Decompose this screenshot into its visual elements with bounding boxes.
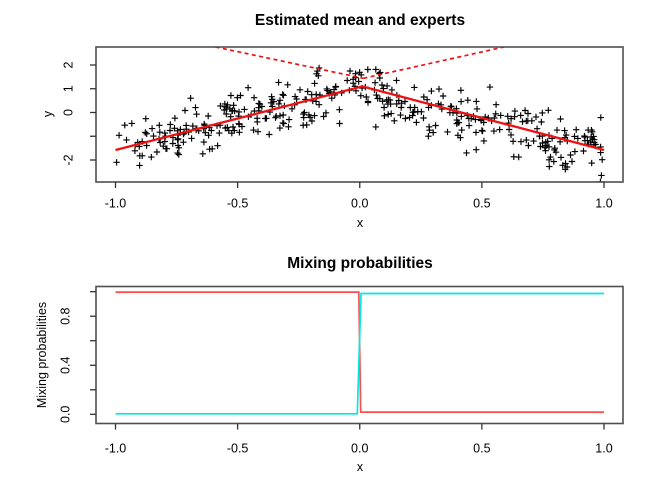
x-tick-label: 0.0 <box>351 196 368 210</box>
bottom-x-axis-label: x <box>356 460 364 474</box>
bottom-y-axis-label: Mixing probabilities <box>35 301 49 409</box>
x-tick-label: 0.5 <box>473 196 490 210</box>
y-axis: -2 0 1 2 <box>61 61 96 166</box>
x-axis: -1.0 -0.5 0.0 0.5 1.0 <box>105 182 613 210</box>
scatter-points <box>113 64 606 182</box>
x-tick-label: -0.5 <box>227 441 249 455</box>
y-tick-label: 0 <box>61 109 75 116</box>
bottom-plot-title: Mixing probabilities <box>287 255 433 272</box>
y-tick-label: 2 <box>61 61 75 68</box>
y-tick-label: 0.8 <box>58 307 72 324</box>
estimated-mean-line <box>115 85 605 152</box>
x-tick-label: -1.0 <box>105 441 127 455</box>
y-tick-label: 0.4 <box>58 357 72 374</box>
x-axis: -1.0 -0.5 0.0 0.5 1.0 <box>105 423 613 455</box>
top-plot-title: Estimated mean and experts <box>254 12 466 29</box>
expert-1-line <box>363 47 505 80</box>
plot-box <box>95 46 624 183</box>
x-tick-label: 0.5 <box>473 441 490 455</box>
x-tick-label: -1.0 <box>105 196 127 210</box>
plot-area <box>115 291 604 415</box>
bottom-plot: -1.0 -0.5 0.0 0.5 1.0 0.0 0.4 0.8 <box>58 285 624 455</box>
expert-2-line <box>215 47 364 80</box>
expert-2-mixing-probability <box>115 292 604 415</box>
top-x-axis-label: x <box>356 216 364 230</box>
plot-area <box>113 47 606 182</box>
x-tick-label: 0.0 <box>351 441 368 455</box>
x-tick-label: 1.0 <box>595 441 612 455</box>
top-plot: -1.0 -0.5 0.0 0.5 1.0 -2 0 1 2 <box>61 46 624 210</box>
y-axis: 0.0 0.4 0.8 <box>58 291 96 423</box>
top-y-axis-label: y <box>41 110 55 118</box>
x-tick-label: 1.0 <box>595 196 612 210</box>
x-tick-label: -0.5 <box>227 196 249 210</box>
y-tick-label: 1 <box>61 85 75 92</box>
y-tick-label: -2 <box>61 154 75 165</box>
y-tick-label: 0.0 <box>58 406 72 423</box>
